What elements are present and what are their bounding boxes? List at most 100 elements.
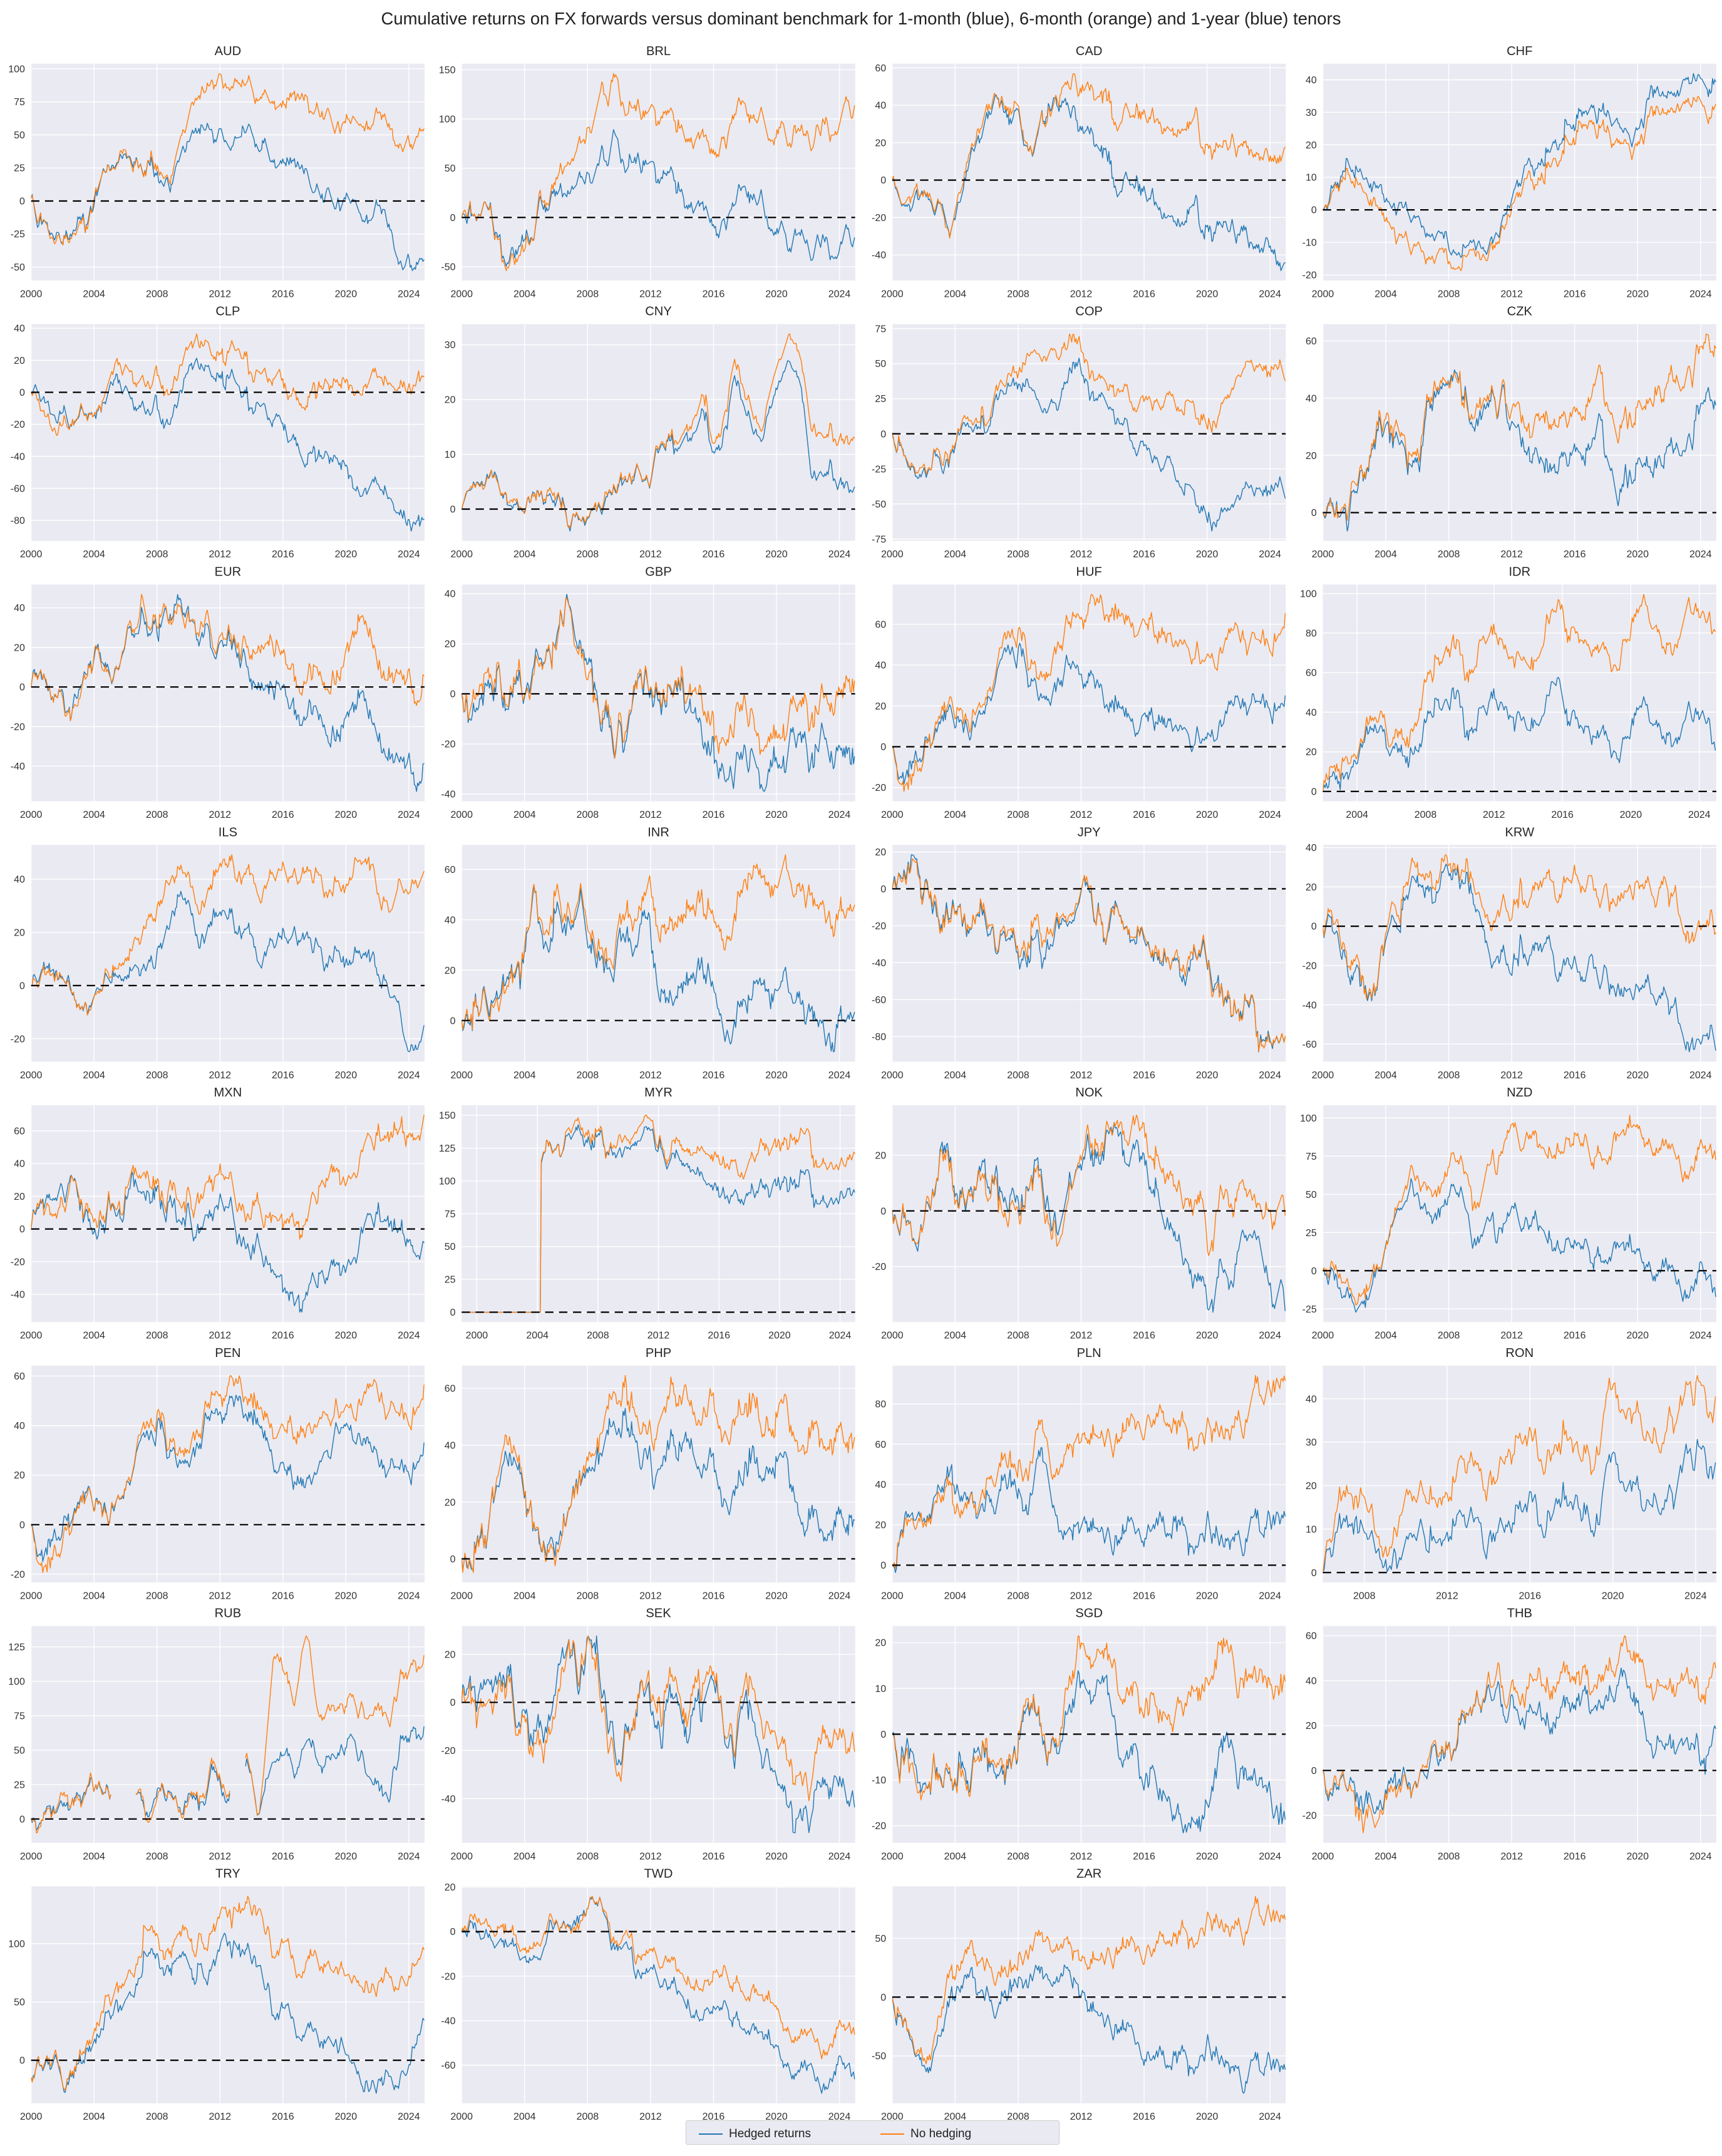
svg-text:-40: -40: [872, 958, 886, 969]
svg-text:20: 20: [445, 1497, 456, 1508]
svg-text:20: 20: [445, 639, 456, 650]
svg-text:-20: -20: [11, 1034, 25, 1044]
svg-text:40: 40: [14, 603, 25, 614]
svg-text:2004: 2004: [526, 1331, 549, 1341]
svg-text:-20: -20: [11, 1569, 25, 1580]
svg-text:2020: 2020: [335, 1591, 358, 1601]
svg-text:2020: 2020: [765, 1851, 788, 1862]
svg-text:20: 20: [14, 642, 25, 653]
svg-text:2024: 2024: [1259, 1851, 1281, 1862]
svg-text:2008: 2008: [577, 1070, 599, 1081]
svg-text:2020: 2020: [1602, 1591, 1624, 1601]
svg-text:2016: 2016: [1133, 1591, 1155, 1601]
svg-text:2012: 2012: [1483, 810, 1505, 820]
svg-text:2020: 2020: [335, 810, 358, 820]
svg-text:2008: 2008: [577, 289, 599, 299]
svg-text:2008: 2008: [146, 2112, 168, 2122]
svg-text:125: 125: [8, 1643, 25, 1653]
svg-text:2008: 2008: [577, 1591, 599, 1601]
svg-text:-40: -40: [11, 451, 25, 462]
svg-text:0: 0: [880, 1730, 886, 1740]
svg-text:MYR: MYR: [644, 1086, 673, 1100]
svg-text:-20: -20: [872, 1821, 886, 1832]
svg-text:2008: 2008: [587, 1331, 609, 1341]
svg-text:2012: 2012: [1070, 810, 1093, 820]
svg-text:2012: 2012: [1070, 289, 1093, 299]
svg-text:0: 0: [880, 884, 886, 895]
svg-text:20: 20: [445, 1649, 456, 1660]
svg-text:60: 60: [1306, 336, 1317, 347]
svg-text:2008: 2008: [577, 1851, 599, 1862]
svg-text:-40: -40: [11, 1290, 25, 1301]
svg-text:2016: 2016: [272, 1851, 294, 1862]
svg-text:-20: -20: [441, 740, 455, 750]
svg-text:2012: 2012: [1070, 1851, 1093, 1862]
svg-text:2004: 2004: [944, 549, 967, 560]
svg-text:2008: 2008: [577, 549, 599, 560]
svg-text:2016: 2016: [1564, 1851, 1586, 1862]
svg-text:0: 0: [450, 1308, 456, 1318]
svg-text:2000: 2000: [20, 289, 43, 299]
svg-text:2024: 2024: [398, 549, 420, 560]
svg-text:2008: 2008: [146, 810, 168, 820]
svg-text:2012: 2012: [1500, 1851, 1523, 1862]
svg-text:2008: 2008: [146, 1591, 168, 1601]
svg-text:0: 0: [1311, 787, 1317, 797]
svg-text:2024: 2024: [828, 810, 851, 820]
svg-text:2012: 2012: [1070, 1591, 1093, 1601]
svg-text:2000: 2000: [881, 289, 904, 299]
svg-text:40: 40: [445, 915, 456, 926]
svg-text:2024: 2024: [398, 1851, 420, 1862]
svg-text:2012: 2012: [209, 1331, 232, 1341]
svg-text:25: 25: [14, 163, 25, 174]
svg-text:60: 60: [445, 865, 456, 875]
svg-text:2008: 2008: [1353, 1591, 1376, 1601]
svg-text:20: 20: [445, 395, 456, 406]
svg-text:-10: -10: [1302, 238, 1317, 249]
svg-text:-20: -20: [1302, 1811, 1317, 1822]
svg-text:2000: 2000: [881, 810, 904, 820]
svg-text:2020: 2020: [1626, 1331, 1649, 1341]
svg-text:CZK: CZK: [1507, 305, 1533, 319]
svg-text:60: 60: [1306, 1631, 1317, 1642]
svg-text:2004: 2004: [83, 549, 105, 560]
svg-text:-20: -20: [11, 1257, 25, 1267]
svg-text:20: 20: [875, 701, 886, 712]
svg-text:0: 0: [19, 1814, 25, 1825]
svg-text:2008: 2008: [146, 1070, 168, 1081]
svg-text:2016: 2016: [1133, 1070, 1155, 1081]
svg-text:IDR: IDR: [1508, 565, 1530, 579]
svg-text:2008: 2008: [1438, 1070, 1460, 1081]
svg-text:20: 20: [1306, 1721, 1317, 1731]
svg-text:0: 0: [450, 505, 456, 515]
svg-text:40: 40: [14, 1159, 25, 1170]
svg-text:60: 60: [875, 63, 886, 74]
svg-text:2024: 2024: [398, 2112, 420, 2122]
svg-text:2000: 2000: [450, 2112, 473, 2122]
svg-text:2016: 2016: [703, 289, 725, 299]
svg-text:0: 0: [880, 429, 886, 440]
svg-text:INR: INR: [647, 825, 669, 839]
svg-text:-50: -50: [872, 499, 886, 510]
svg-text:20: 20: [445, 966, 456, 976]
svg-text:0: 0: [450, 213, 456, 224]
svg-text:2004: 2004: [513, 1591, 536, 1601]
svg-text:0: 0: [450, 1698, 456, 1708]
svg-text:0: 0: [1311, 508, 1317, 518]
svg-text:2024: 2024: [828, 1591, 851, 1601]
svg-text:2004: 2004: [944, 1851, 967, 1862]
svg-text:2000: 2000: [466, 1331, 488, 1341]
svg-text:2008: 2008: [146, 1331, 168, 1341]
svg-text:2004: 2004: [1374, 289, 1397, 299]
svg-text:2020: 2020: [335, 1331, 358, 1341]
svg-text:2016: 2016: [703, 1851, 725, 1862]
svg-text:2024: 2024: [1689, 1070, 1712, 1081]
svg-text:2004: 2004: [83, 1851, 105, 1862]
svg-text:0: 0: [19, 981, 25, 991]
svg-text:20: 20: [1306, 747, 1317, 758]
svg-text:10: 10: [1306, 1524, 1317, 1535]
svg-text:60: 60: [445, 1384, 456, 1395]
svg-text:2016: 2016: [272, 549, 294, 560]
svg-text:40: 40: [445, 589, 456, 600]
svg-text:50: 50: [445, 163, 456, 174]
